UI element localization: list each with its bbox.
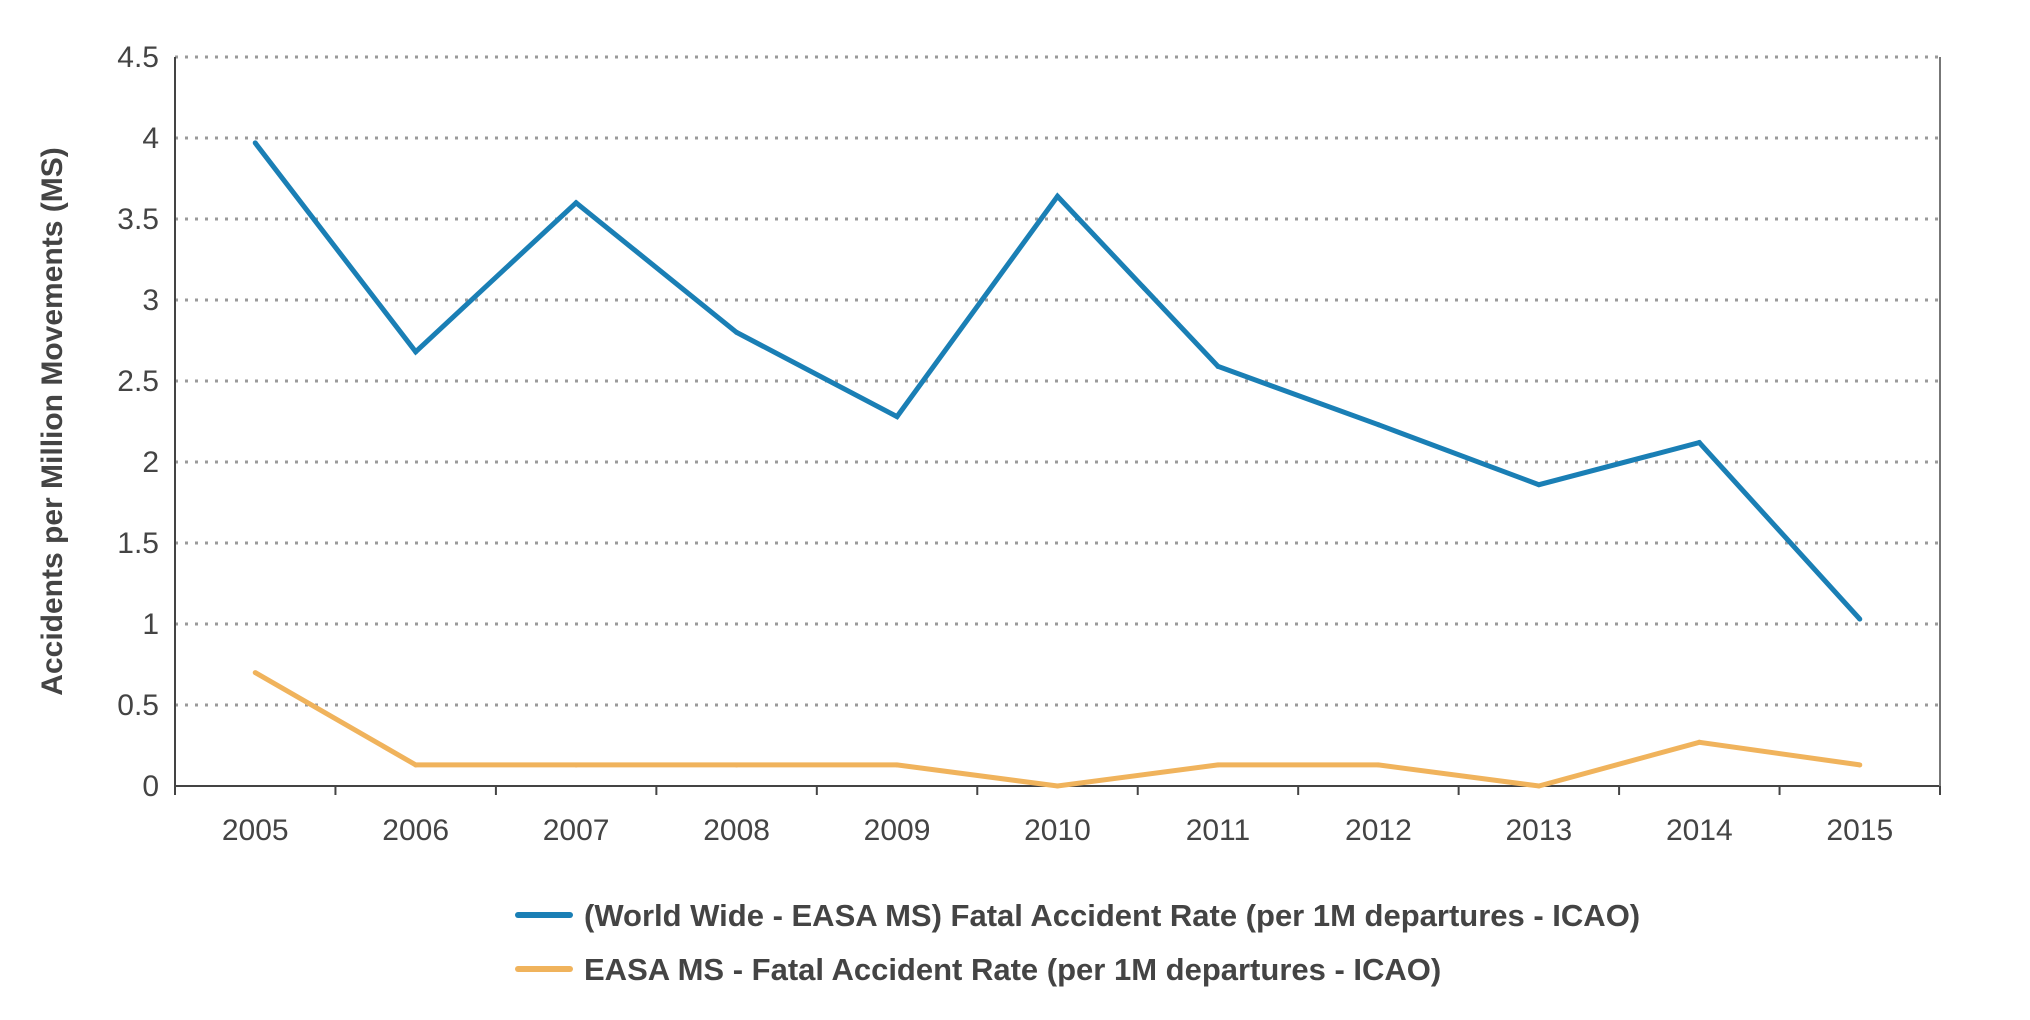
x-tick-label: 2013 xyxy=(1505,814,1572,847)
data-point-easa-ms xyxy=(1857,762,1863,768)
legend-item-easa-ms: EASA MS - Fatal Accident Rate (per 1M de… xyxy=(515,952,1441,987)
data-point-easa-ms xyxy=(734,762,740,768)
y-tick-label: 3.5 xyxy=(117,203,159,236)
data-point-world-wide xyxy=(1215,363,1221,369)
data-point-easa-ms xyxy=(1055,783,1060,789)
data-point-easa-ms xyxy=(1375,762,1381,768)
x-tick-labels: 2005 2006 2007 2008 2009 2010 2011 2012 2013 2014… xyxy=(174,786,1941,847)
y-axis-title: Accidents per Million Movements (MS) xyxy=(36,147,69,695)
x-tick-label: 2005 xyxy=(222,814,289,847)
data-point-world-wide xyxy=(894,414,900,420)
data-point-easa-ms xyxy=(1536,783,1542,789)
y-tick-label: 0.5 xyxy=(117,689,159,722)
data-point-world-wide xyxy=(1696,440,1702,446)
y-tick-labels: 0 0.5 1 1.5 2 2.5 3 3.5 4 4.5 xyxy=(117,41,159,803)
data-point-world-wide xyxy=(1375,422,1381,428)
data-point-easa-ms xyxy=(1215,762,1221,768)
y-tick-label: 2 xyxy=(142,446,159,479)
x-tick-label: 2012 xyxy=(1345,814,1412,847)
y-tick-label: 4 xyxy=(142,122,159,155)
data-point-easa-ms xyxy=(894,762,900,768)
data-point-world-wide xyxy=(734,329,740,335)
x-tick-label: 2014 xyxy=(1666,814,1733,847)
x-tick-label: 2007 xyxy=(543,814,610,847)
y-tick-label: 3 xyxy=(142,284,159,317)
axes xyxy=(174,57,1941,787)
legend: (World Wide - EASA MS) Fatal Accident Ra… xyxy=(515,898,1640,987)
legend-label-easa-ms: EASA MS - Fatal Accident Rate (per 1M de… xyxy=(584,952,1441,987)
x-tick-label: 2008 xyxy=(703,814,770,847)
data-point-easa-ms xyxy=(573,762,579,768)
x-tick-label: 2010 xyxy=(1024,814,1091,847)
gridlines xyxy=(175,55,1940,707)
y-tick-label: 1.5 xyxy=(117,527,159,560)
y-tick-label: 0 xyxy=(142,770,159,803)
legend-item-world-wide: (World Wide - EASA MS) Fatal Accident Ra… xyxy=(515,898,1640,933)
legend-label-world-wide: (World Wide - EASA MS) Fatal Accident Ra… xyxy=(584,898,1640,933)
data-point-world-wide xyxy=(413,349,419,355)
data-point-easa-ms xyxy=(1696,739,1702,745)
series-lines xyxy=(252,140,1863,789)
y-tick-label: 4.5 xyxy=(117,41,159,74)
x-tick-label: 2006 xyxy=(382,814,449,847)
x-tick-label: 2015 xyxy=(1826,814,1893,847)
series-line-easa-ms xyxy=(253,670,1861,789)
data-point-world-wide xyxy=(1857,616,1863,622)
data-point-world-wide xyxy=(1055,193,1060,199)
data-point-world-wide xyxy=(1536,482,1542,488)
y-tick-label: 1 xyxy=(142,608,159,641)
data-point-world-wide xyxy=(252,140,258,146)
data-point-easa-ms xyxy=(413,762,419,768)
x-tick-label: 2011 xyxy=(1186,814,1251,847)
y-tick-label: 2.5 xyxy=(117,365,159,398)
x-tick-label: 2009 xyxy=(864,814,931,847)
data-point-world-wide xyxy=(573,200,579,206)
data-point-easa-ms xyxy=(252,670,258,676)
